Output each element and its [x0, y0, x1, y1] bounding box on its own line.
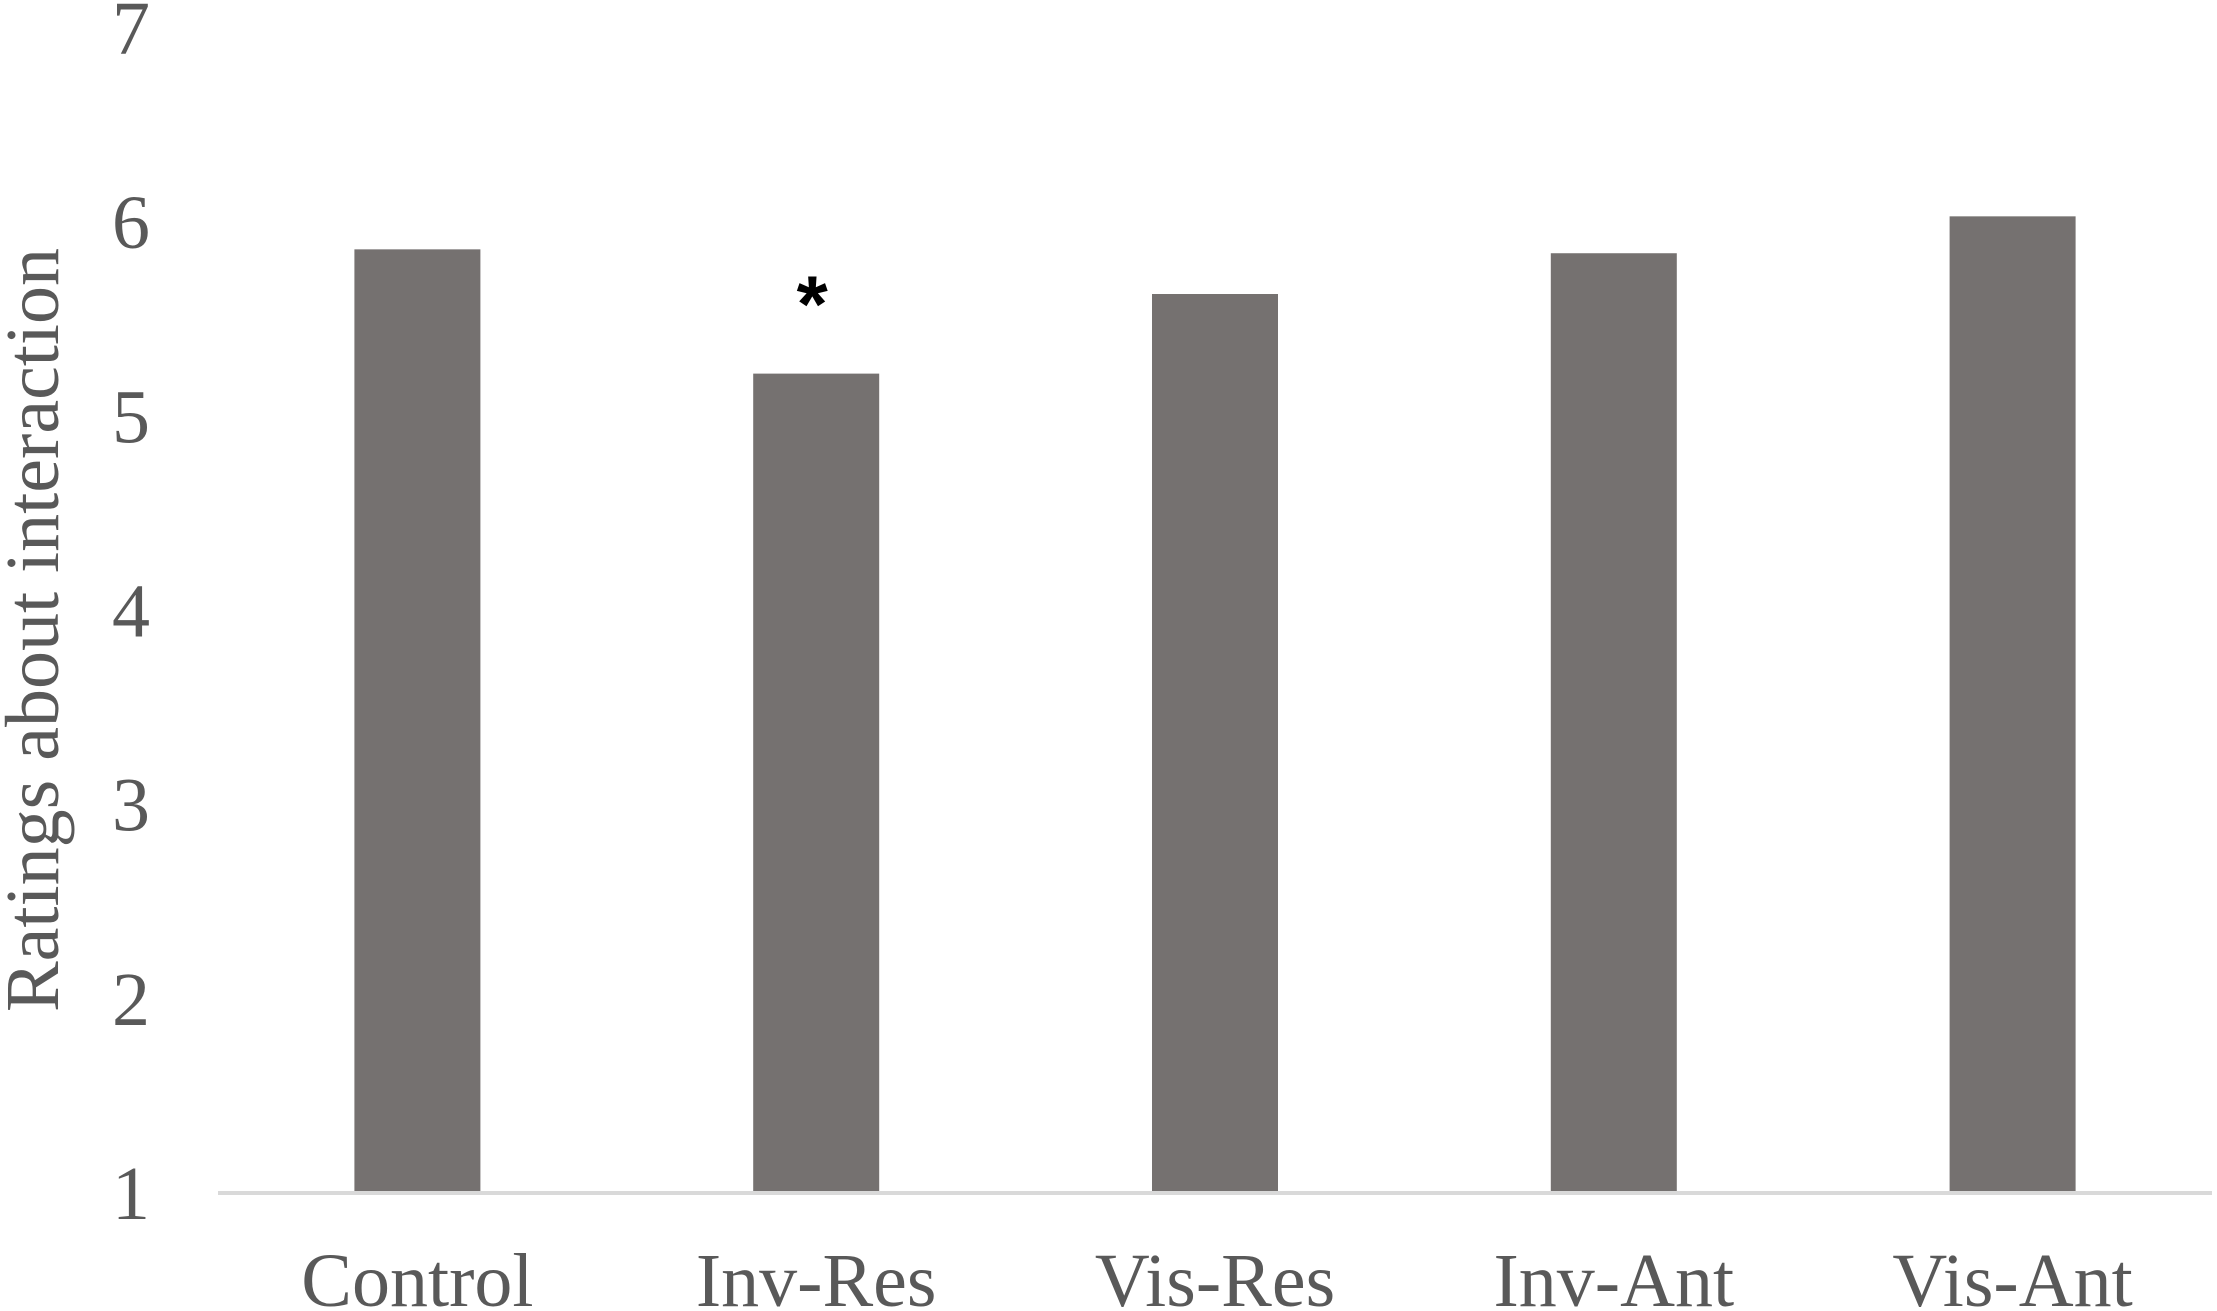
bar-inv-res	[753, 373, 880, 1193]
y-axis-ticks: 1 2 3 4 5 6 7	[112, 0, 150, 1236]
bar-inv-ant	[1550, 253, 1677, 1193]
y-tick-label: 6	[112, 181, 150, 265]
y-axis-title-group: Ratings about interaction	[0, 248, 75, 1012]
x-tick-label: Vis-Ant	[1892, 1239, 2132, 1311]
x-tick-label: Inv-Res	[696, 1239, 937, 1311]
bar-control	[354, 249, 481, 1194]
y-tick-label: 4	[112, 570, 150, 654]
x-tick-label: Control	[301, 1239, 533, 1311]
y-tick-label: 3	[112, 764, 150, 848]
y-tick-label: 1	[112, 1152, 150, 1236]
annotations: *	[797, 260, 829, 349]
y-tick-label: 5	[112, 375, 150, 459]
y-tick-label: 7	[112, 0, 150, 71]
y-axis-title: Ratings about interaction	[0, 248, 75, 1012]
bars	[354, 216, 2076, 1194]
bar-vis-res	[1152, 294, 1278, 1194]
x-axis-labels: Control Inv-Res Vis-Res Inv-Ant Vis-Ant	[301, 1239, 2132, 1311]
x-tick-label: Inv-Ant	[1493, 1239, 1734, 1311]
x-tick-label: Vis-Res	[1095, 1239, 1335, 1311]
bar-vis-ant	[1949, 216, 2076, 1193]
significance-marker: *	[797, 260, 829, 349]
y-tick-label: 2	[112, 958, 150, 1042]
